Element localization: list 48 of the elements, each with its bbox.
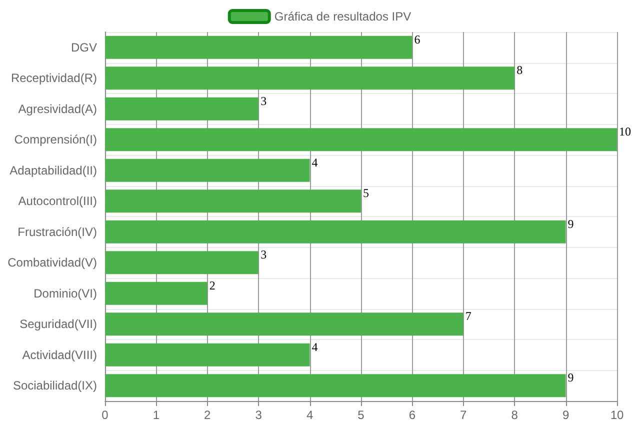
x-tick-label: 5: [358, 408, 365, 422]
bar: [105, 374, 566, 398]
data-label: 10: [619, 124, 631, 139]
data-label: 6: [414, 32, 420, 46]
data-label: 7: [465, 309, 472, 324]
x-tick-label: 7: [460, 408, 468, 422]
data-label: 3: [260, 248, 267, 262]
y-tick-label: Comprensión(I): [14, 132, 97, 147]
x-tick-label: 3: [255, 408, 262, 422]
x-tick-label: 0: [102, 408, 109, 422]
x-tick-label: 9: [562, 408, 570, 422]
data-label: 5: [363, 186, 369, 200]
y-tick-label: Combatividad(V): [8, 256, 97, 270]
data-label: 9: [568, 370, 574, 385]
bar: [105, 190, 361, 213]
y-tick-label: Seguridad(VII): [20, 317, 97, 332]
y-tick-label: Adaptabilidad(II): [10, 163, 97, 178]
bar: [105, 251, 259, 274]
bar: [105, 282, 208, 305]
data-label: 2: [209, 278, 216, 292]
x-tick-label: 8: [511, 408, 518, 422]
data-label: 8: [516, 63, 523, 78]
x-tick-label: 4: [306, 408, 314, 422]
bar: [105, 36, 412, 59]
x-tick-label: 6: [408, 408, 416, 422]
y-tick-label: Receptividad(R): [10, 71, 97, 86]
bar: [105, 343, 310, 366]
y-tick-label: Agresividad(A): [18, 102, 97, 116]
bar: [105, 128, 617, 152]
y-tick-label: Dominio(VI): [34, 286, 97, 300]
y-tick-label: Actividad(VIII): [22, 348, 97, 362]
y-tick-label: Autocontrol(III): [18, 194, 97, 208]
bar: [105, 220, 566, 244]
y-tick-label: DGV: [70, 40, 97, 54]
data-label: 4: [312, 340, 318, 354]
x-tick-label: 10: [610, 408, 624, 422]
y-tick-label: Frustración(IV): [18, 224, 97, 239]
y-tick-label: Sociabilidad(IX): [12, 378, 97, 393]
bar: [105, 312, 464, 336]
bar: [105, 66, 515, 90]
data-label: 3: [260, 94, 267, 108]
x-tick-label: 1: [152, 408, 160, 422]
data-label: 4: [312, 155, 318, 170]
bar: [105, 158, 310, 182]
bar: [105, 97, 259, 120]
data-label: 9: [568, 216, 574, 231]
x-tick-label: 2: [204, 408, 212, 422]
legend-label: Gráfica de resultados IPV: [274, 10, 412, 24]
